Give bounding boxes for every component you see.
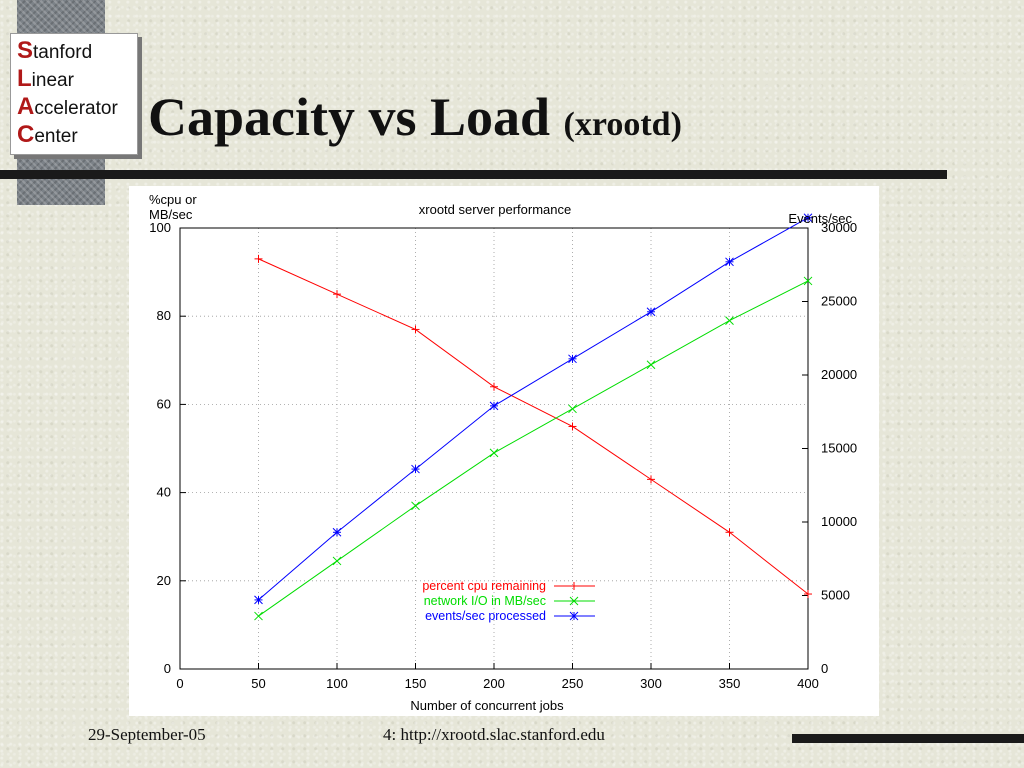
data-point — [568, 404, 577, 414]
point-marker-stroke — [568, 404, 577, 414]
data-point — [489, 401, 499, 411]
y-right-tick-label: 25000 — [821, 294, 857, 309]
data-point — [490, 382, 498, 391]
logo-line-2: Linear — [17, 65, 74, 92]
logo-line-3: Accelerator — [17, 93, 118, 120]
chart-panel: 0 50 100 150 200 250 300 350 400 0 20 40 60 80 100 0 500… — [129, 186, 879, 716]
footer-divider — [792, 734, 1024, 743]
data-point — [254, 611, 263, 621]
data-point — [332, 556, 342, 566]
performance-chart: 0 50 100 150 200 250 300 350 4000204060801000500… — [149, 192, 857, 713]
point-marker-stroke — [803, 276, 813, 286]
point-marker-stroke — [411, 464, 420, 474]
data-point — [411, 325, 420, 334]
legend-marker — [569, 611, 579, 621]
y-axis-left-label: %cpu or MB/sec — [149, 192, 197, 222]
y-right-tick-label: 5000 — [821, 588, 850, 603]
point-marker-stroke — [489, 401, 499, 411]
x-tick-label: 300 — [640, 676, 662, 691]
point-marker-stroke — [725, 316, 734, 325]
x-tick-label: 0 — [176, 676, 183, 691]
point-marker-stroke — [411, 501, 420, 511]
series-line — [258, 217, 809, 601]
y-right-tick-label: 0 — [821, 661, 828, 676]
footer-date: 29-September-05 — [88, 725, 206, 744]
series-network-i-o-in-mb-sec — [254, 276, 813, 621]
legend-label: percent cpu remaining — [422, 579, 546, 593]
legend-label: network I/O in MB/sec — [424, 594, 546, 608]
x-tick-label: 400 — [797, 676, 819, 691]
point-marker-stroke — [489, 448, 499, 458]
y-axis-left-label-line: MB/sec — [149, 207, 193, 222]
data-point — [411, 501, 420, 511]
y-right-tick-label: 15000 — [821, 441, 857, 456]
data-point — [646, 307, 656, 317]
point-marker-stroke — [569, 596, 579, 606]
slide-subtitle: (xrootd) — [563, 106, 682, 143]
logo-line-4: Center — [17, 121, 78, 148]
data-point — [803, 213, 813, 223]
legend-label: events/sec processed — [425, 609, 546, 623]
x-axis-label: Number of concurrent jobs — [410, 698, 564, 713]
data-point — [333, 290, 341, 299]
slide-title: Capacity vs Load (xrootd) — [148, 86, 682, 148]
slac-logo: Stanford Linear Accelerator Center — [10, 33, 138, 155]
point-marker-stroke — [332, 527, 342, 537]
data-point — [647, 475, 655, 484]
y-left-tick-label: 0 — [164, 661, 171, 676]
data-point — [254, 254, 263, 263]
x-tick-label: 150 — [405, 676, 427, 691]
x-tick-label: 350 — [719, 676, 741, 691]
point-marker-stroke — [568, 354, 577, 364]
slide-title-main: Capacity vs Load — [148, 87, 551, 147]
x-tick-label: 100 — [326, 676, 348, 691]
point-marker-stroke — [254, 595, 263, 605]
y-left-tick-label: 20 — [157, 573, 171, 588]
footer-page-url: 4: http://xrootd.slac.stanford.edu — [383, 725, 605, 744]
point-marker-stroke — [332, 556, 342, 566]
y-left-tick-label: 100 — [149, 220, 171, 235]
x-tick-label: 200 — [483, 676, 505, 691]
point-marker-stroke — [646, 307, 656, 317]
data-point — [804, 590, 812, 599]
y-left-tick-label: 80 — [157, 308, 171, 323]
chart-title: xrootd server performance — [419, 202, 571, 217]
legend-marker — [569, 596, 579, 606]
chart-series — [254, 213, 813, 621]
data-point — [332, 527, 342, 537]
data-point — [725, 316, 734, 325]
data-point — [646, 360, 656, 370]
data-point — [568, 354, 577, 364]
point-marker-stroke — [803, 213, 813, 223]
point-marker-stroke — [254, 611, 263, 621]
series-line — [258, 258, 809, 595]
data-point — [411, 464, 420, 474]
series-percent-cpu-remaining — [254, 254, 812, 599]
series-events-sec-processed — [254, 213, 813, 605]
y-right-tick-label: 20000 — [821, 367, 857, 382]
y-axis-right-label: Events/sec — [788, 211, 852, 226]
x-tick-label: 50 — [251, 676, 265, 691]
data-point — [725, 257, 734, 267]
y-axis-left-label-line: %cpu or — [149, 192, 197, 207]
data-point — [725, 528, 734, 537]
data-point — [803, 276, 813, 286]
logo-line-1: Stanford — [17, 37, 93, 64]
data-point — [254, 595, 263, 605]
point-marker-stroke — [725, 257, 734, 267]
x-tick-label: 250 — [562, 676, 584, 691]
chart-ticks: 0 50 100 150 200 250 300 350 4000204060801000500… — [149, 220, 857, 691]
data-point — [489, 448, 499, 458]
legend-marker — [570, 582, 578, 590]
series-line — [258, 280, 809, 617]
y-left-tick-label: 40 — [157, 485, 171, 500]
point-marker-stroke — [569, 611, 579, 621]
data-point — [568, 422, 577, 431]
y-left-tick-label: 60 — [157, 396, 171, 411]
point-marker-stroke — [646, 360, 656, 370]
y-right-tick-label: 30000 — [821, 220, 857, 235]
title-divider — [0, 170, 947, 179]
y-right-tick-label: 10000 — [821, 514, 857, 529]
